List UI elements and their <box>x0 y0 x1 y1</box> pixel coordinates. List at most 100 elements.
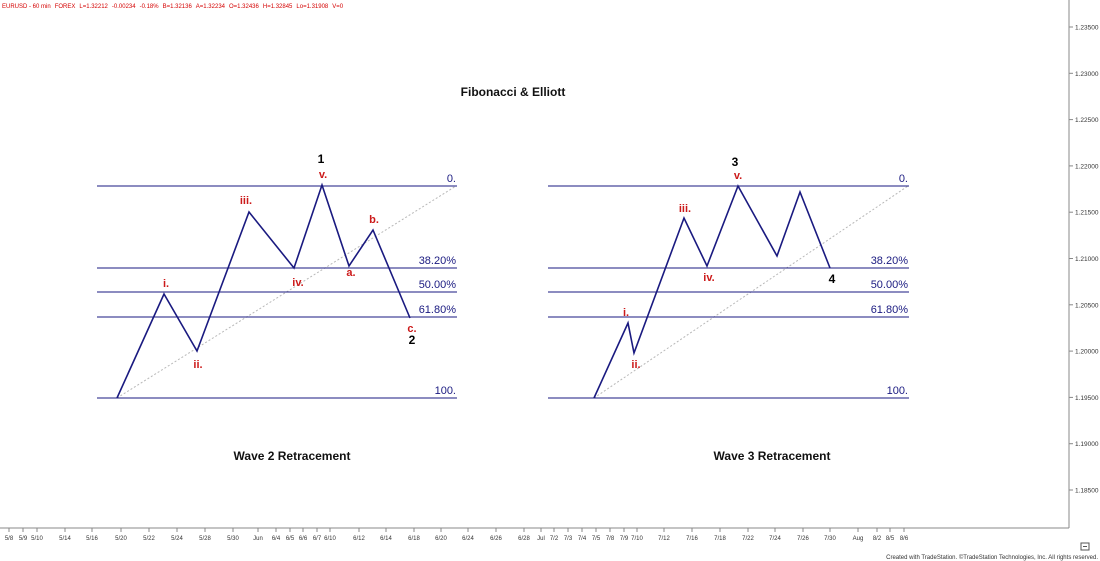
date-tick-label: 6/12 <box>353 536 365 542</box>
wave-label: b. <box>369 214 379 226</box>
fib-level-label: 50.00% <box>871 279 909 291</box>
date-tick-label: 6/24 <box>462 536 474 542</box>
date-tick-label: 7/12 <box>658 536 670 542</box>
fib-level-label: 38.20% <box>871 255 909 267</box>
wave-label: v. <box>734 170 742 182</box>
date-tick-label: 7/26 <box>797 536 809 542</box>
fib-level-label: 100. <box>435 385 456 397</box>
price-tick-label: 1.21000 <box>1075 256 1099 263</box>
panel-wave-2: 0. 38.20% 50.00% 61.80% 100. i. ii. iii. iv. v. a… <box>97 152 457 463</box>
date-tick-label: 6/18 <box>408 536 420 542</box>
quote-field: EURUSD - 60 min <box>2 4 51 10</box>
quote-field: H=1.32845 <box>263 4 293 10</box>
price-tick-label: 1.18500 <box>1075 488 1099 495</box>
date-tick-label: 6/28 <box>518 536 530 542</box>
date-tick-label: 6/26 <box>490 536 502 542</box>
date-tick-label: 6/20 <box>435 536 447 542</box>
date-tick-label: 7/16 <box>686 536 698 542</box>
wave-degree-label: 3 <box>732 155 739 169</box>
date-tick-label: Jun <box>253 536 263 542</box>
wave-label: c. <box>407 323 416 335</box>
date-tick-label: Jul <box>537 536 545 542</box>
date-tick-label: 6/6 <box>299 536 308 542</box>
price-tick-label: 1.22000 <box>1075 163 1099 170</box>
wave-label: iv. <box>292 277 303 289</box>
footer-credit: Created with TradeStation. ©TradeStation… <box>886 554 1098 561</box>
trend-line <box>116 185 457 399</box>
quote-field: FOREX <box>55 4 76 10</box>
panel-caption: Wave 2 Retracement <box>234 449 351 463</box>
date-tick-label: 5/14 <box>59 536 71 542</box>
date-tick-label: 5/10 <box>31 536 43 542</box>
wave-degree-label: 1 <box>318 152 325 166</box>
date-tick-label: 5/16 <box>86 536 98 542</box>
price-tick-label: 1.23500 <box>1075 25 1099 32</box>
date-tick-label: 5/20 <box>115 536 127 542</box>
date-tick-label: 7/3 <box>564 536 573 542</box>
date-tick-label: 6/4 <box>272 536 281 542</box>
quote-field: O=1.32436 <box>229 4 260 10</box>
date-tick-label: 7/8 <box>606 536 615 542</box>
panel-wave-3: 0. 38.20% 50.00% 61.80% 100. i. ii. iii. iv. v.3… <box>548 155 909 463</box>
wave-path <box>116 182 411 399</box>
quote-field: -0.00234 <box>112 4 136 10</box>
date-tick-label: 5/28 <box>199 536 211 542</box>
date-tick-label: 7/4 <box>578 536 587 542</box>
fib-level-label: 50.00% <box>419 279 457 291</box>
date-axis[interactable]: 5/8 5/9 5/10 5/14 5/16 5/20 5/22 5/24 5/28 5/30 Ju… <box>5 528 909 542</box>
quote-field: Lo=1.31908 <box>296 4 329 10</box>
wave-label: a. <box>346 267 355 279</box>
wave-label: iv. <box>703 272 714 284</box>
wave-label: ii. <box>631 359 640 371</box>
quote-field: -0.18% <box>140 4 160 10</box>
price-axis[interactable]: 1.23500 1.23000 1.22500 1.22000 1.21500 1.210… <box>1069 25 1099 495</box>
price-tick-label: 1.21500 <box>1075 210 1099 217</box>
price-tick-label: 1.20000 <box>1075 349 1099 356</box>
date-tick-label: 7/2 <box>550 536 559 542</box>
price-tick-label: 1.22500 <box>1075 117 1099 124</box>
date-tick-label: Aug <box>853 536 864 542</box>
fib-level-label: 38.20% <box>419 255 457 267</box>
wave-path <box>593 184 831 399</box>
date-tick-label: 7/18 <box>714 536 726 542</box>
expand-box-icon[interactable] <box>1080 542 1090 551</box>
fib-levels: 0. 38.20% 50.00% 61.80% 100. <box>97 173 457 399</box>
price-tick-label: 1.19000 <box>1075 441 1099 448</box>
quote-field: V=0 <box>332 4 344 10</box>
date-tick-label: 7/9 <box>620 536 629 542</box>
date-tick-label: 5/8 <box>5 536 14 542</box>
quote-field: B=1.32136 <box>163 4 193 10</box>
wave-label: v. <box>319 169 327 181</box>
fib-levels: 0. 38.20% 50.00% 61.80% 100. <box>548 173 909 399</box>
fib-level-label: 61.80% <box>871 304 909 316</box>
date-tick-label: 5/24 <box>171 536 183 542</box>
fib-level-label: 0. <box>899 173 908 185</box>
fib-level-label: 61.80% <box>419 304 457 316</box>
symbol-quote-line: EURUSD - 60 min FOREX L=1.32212 -0.00234 -0.… <box>2 4 344 10</box>
date-tick-label: 7/30 <box>824 536 836 542</box>
wave-degree-label: 2 <box>409 333 416 347</box>
price-tick-label: 1.23000 <box>1075 71 1099 78</box>
date-tick-label: 7/5 <box>592 536 601 542</box>
quote-field: A=1.32234 <box>196 4 226 10</box>
wave-label: iii. <box>679 203 691 215</box>
date-tick-label: 7/10 <box>631 536 643 542</box>
wave-label: ii. <box>193 359 202 371</box>
date-tick-label: 8/5 <box>886 536 895 542</box>
date-tick-label: 7/24 <box>769 536 781 542</box>
quote-field: L=1.32212 <box>79 4 108 10</box>
date-tick-label: 6/10 <box>324 536 336 542</box>
date-tick-label: 6/7 <box>313 536 322 542</box>
chart-title: Fibonacci & Elliott <box>461 85 566 99</box>
wave-labels: i. ii. iii. iv. v. a. b. c. 1 2 <box>163 152 417 371</box>
date-tick-label: 7/22 <box>742 536 754 542</box>
date-tick-label: 8/2 <box>873 536 882 542</box>
date-tick-label: 5/30 <box>227 536 239 542</box>
wave-label: iii. <box>240 195 252 207</box>
price-tick-label: 1.19500 <box>1075 395 1099 402</box>
wave-labels: i. ii. iii. iv. v.3 4 <box>623 155 836 371</box>
panel-caption: Wave 3 Retracement <box>714 449 831 463</box>
wave-degree-label: 4 <box>829 272 836 286</box>
